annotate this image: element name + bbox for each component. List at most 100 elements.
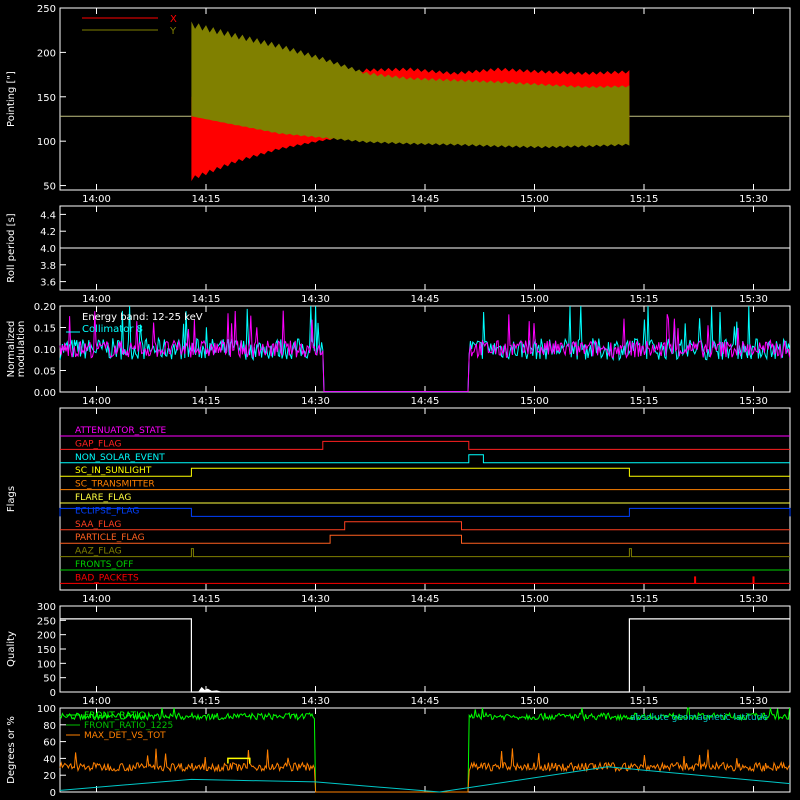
legend-entry-latitude: absolute geomagnetic latitude: [630, 713, 768, 723]
x-tick-label: 14:15: [192, 294, 221, 305]
y-tick-label: 4.2: [40, 227, 56, 238]
y-tick-label: 0.20: [34, 302, 56, 313]
x-tick-label: 15:15: [630, 194, 659, 205]
y-tick-label: 200: [37, 48, 56, 59]
y-axis-label: Roll period [s]: [6, 213, 17, 282]
series-line-MAX_DET_VS_TOT: [59, 748, 791, 793]
y-tick-label: 3.8: [40, 261, 56, 272]
y-tick-label: 0.10: [34, 345, 56, 356]
chart-panel-3: 14:00 14:15 14:30 14:45 15:00 15:15 15:30 Flags…: [6, 407, 791, 605]
y-tick-label: 80: [43, 721, 56, 732]
x-tick-label: 15:30: [739, 194, 768, 205]
x-tick-label: 14:15: [192, 194, 221, 205]
x-tick-label: 14:30: [301, 696, 330, 707]
flag-label: NON_SOLAR_EVENT: [75, 453, 165, 463]
series-line-latitude: [59, 766, 791, 793]
flag-label: SAA_FLAG: [75, 520, 121, 530]
x-tick-label: 14:00: [82, 294, 111, 305]
y-tick-label: 100: [37, 704, 56, 715]
y-tick-label: 100: [37, 137, 56, 148]
y-tick-label: 250: [37, 4, 56, 15]
x-tick-label: 14:00: [82, 194, 111, 205]
flag-label: SC_IN_SUNLIGHT: [75, 466, 152, 476]
y-axis-label: Flags: [6, 486, 17, 512]
flag-label: FLARE_FLAG: [75, 493, 131, 503]
x-tick-label: 14:30: [301, 194, 330, 205]
x-tick-label: 15:30: [739, 594, 768, 605]
y-tick-label: 20: [43, 771, 56, 782]
x-tick-label: 14:45: [411, 594, 440, 605]
x-tick-label: 14:30: [301, 594, 330, 605]
y-tick-label: 250: [37, 616, 56, 627]
x-tick-label: 15:15: [630, 294, 659, 305]
x-tick-label: 14:15: [192, 594, 221, 605]
flag-label: ATTENUATOR_STATE: [75, 426, 167, 436]
flag-label: FRONTS_OFF: [75, 560, 133, 570]
flag-label: GAP_FLAG: [75, 439, 121, 449]
y-tick-label: 0.15: [34, 324, 56, 335]
flag-line: [60, 440, 790, 450]
y-tick-label: 0.05: [34, 367, 56, 378]
x-tick-label: 15:15: [630, 696, 659, 707]
y-axis-label: Pointing ["]: [6, 71, 17, 127]
y-tick-label: 150: [37, 645, 56, 656]
flag-line: [60, 521, 790, 531]
legend-entry: FRONT_RATIO_1225: [84, 721, 173, 731]
flag-label: AAZ_FLAG: [75, 547, 122, 557]
x-tick-label: 15:00: [520, 594, 549, 605]
flag-label: BAD_PACKETS: [75, 573, 139, 583]
y-tick-label: 200: [37, 631, 56, 642]
legend-entry: Collimator 8: [82, 324, 143, 335]
y-axis-label: modulation: [16, 321, 27, 378]
y-tick-label: 60: [43, 738, 56, 749]
chart-panel-1: 14:00 14:15 14:30 14:45 15:00 15:15 15:30 Roll …: [6, 205, 791, 305]
chart-panel-0: 14:00 14:15 14:30 14:45 15:00 15:15 15:30 Point…: [6, 4, 791, 205]
flag-line: [59, 507, 791, 517]
x-tick-label: 15:00: [520, 294, 549, 305]
x-tick-label: 15:00: [520, 396, 549, 407]
y-tick-label: 300: [37, 602, 56, 613]
flag-line: [60, 534, 790, 544]
chart-panel-4: 14:00 14:15 14:30 14:45 15:00 15:15 15:30 Quali…: [6, 602, 791, 707]
x-tick-label: 14:45: [411, 396, 440, 407]
y-axis-label: Quality: [6, 631, 17, 667]
y-tick-label: 4.4: [40, 210, 56, 221]
y-tick-label: 0.00: [34, 388, 56, 399]
y-axis-label: Normalized: [6, 321, 17, 378]
y-axis-label: Degrees or %: [6, 716, 17, 784]
x-tick-label: 15:00: [520, 696, 549, 707]
x-tick-label: 14:45: [411, 294, 440, 305]
x-tick-label: 15:30: [739, 294, 768, 305]
x-tick-label: 14:45: [411, 194, 440, 205]
y-tick-label: 3.6: [40, 278, 56, 289]
legend-entry: FRONT_RATIO: [84, 711, 146, 721]
x-tick-label: 15:15: [630, 396, 659, 407]
quality-bump: [198, 686, 221, 693]
x-tick-label: 14:45: [411, 696, 440, 707]
x-tick-label: 14:15: [192, 696, 221, 707]
flag-label: ECLIPSE_FLAG: [75, 506, 139, 516]
y-tick-label: 4.0: [40, 244, 56, 255]
flag-line: [60, 454, 790, 464]
x-tick-label: 14:00: [82, 396, 111, 407]
y-tick-label: 50: [43, 674, 56, 685]
y-tick-label: 50: [43, 182, 56, 193]
annotation-energy-band: Energy band: 12-25 keV: [82, 312, 203, 323]
x-tick-label: 15:30: [739, 396, 768, 407]
x-tick-label: 15:30: [739, 696, 768, 707]
flag-line: [60, 467, 790, 477]
x-tick-label: 15:15: [630, 594, 659, 605]
y-tick-label: 100: [37, 659, 56, 670]
series-line: [60, 618, 790, 693]
flag-label: SC_TRANSMITTER: [75, 480, 155, 490]
chart-panel-5: Degrees or % 0 20 40 60 80 100 FRONT_RATIOFRONT…: [6, 704, 791, 799]
legend-entry: Y: [169, 26, 177, 37]
x-tick-label: 15:00: [520, 194, 549, 205]
x-tick-label: 14:00: [82, 594, 111, 605]
y-tick-label: 150: [37, 93, 56, 104]
chart-panel-2: 14:00 14:15 14:30 14:45 15:00 15:15 15:30 Norma…: [6, 302, 791, 407]
series-area-Y: [191, 21, 630, 149]
y-tick-label: 0: [50, 788, 56, 799]
x-tick-label: 14:30: [301, 396, 330, 407]
